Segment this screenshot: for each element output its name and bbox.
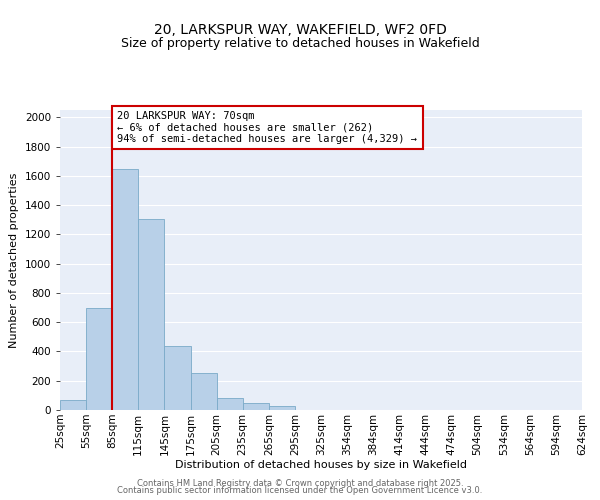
Text: 20 LARKSPUR WAY: 70sqm
← 6% of detached houses are smaller (262)
94% of semi-det: 20 LARKSPUR WAY: 70sqm ← 6% of detached … [118, 111, 418, 144]
Text: Contains HM Land Registry data © Crown copyright and database right 2025.: Contains HM Land Registry data © Crown c… [137, 478, 463, 488]
Text: Size of property relative to detached houses in Wakefield: Size of property relative to detached ho… [121, 38, 479, 51]
Y-axis label: Number of detached properties: Number of detached properties [9, 172, 19, 348]
Bar [60, 400, 86, 410]
X-axis label: Distribution of detached houses by size in Wakefield: Distribution of detached houses by size … [175, 460, 467, 470]
Bar [242, 402, 269, 410]
Bar [217, 398, 243, 410]
Bar [191, 374, 217, 410]
Bar [164, 346, 191, 410]
Text: Contains public sector information licensed under the Open Government Licence v3: Contains public sector information licen… [118, 486, 482, 495]
Bar [112, 168, 139, 410]
Text: 20, LARKSPUR WAY, WAKEFIELD, WF2 0FD: 20, LARKSPUR WAY, WAKEFIELD, WF2 0FD [154, 22, 446, 36]
Bar [269, 406, 295, 410]
Bar [86, 308, 112, 410]
Bar [139, 219, 164, 410]
